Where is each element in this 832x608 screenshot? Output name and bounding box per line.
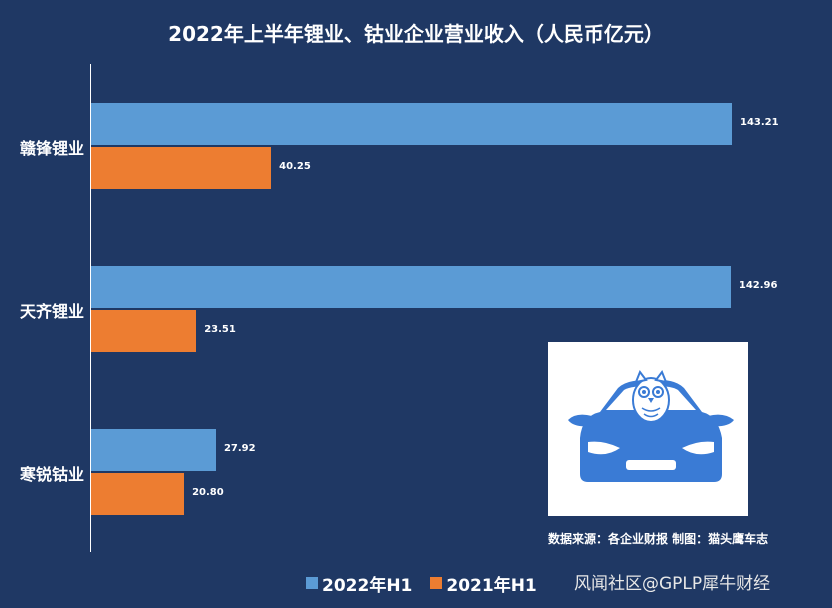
data-label: 20.80: [192, 487, 224, 498]
category-label: 寒锐钴业: [19, 465, 84, 484]
source-note: 数据来源：各企业财报 制图：猫头鹰车志: [548, 532, 769, 546]
data-label: 27.92: [223, 443, 256, 454]
legend-item-2022: 2022年H1: [306, 571, 412, 596]
legend-label-2022: 2022年H1: [322, 575, 413, 596]
legend-swatch-2021: [430, 577, 443, 589]
legend-label-2021: 2021年H1: [446, 575, 537, 596]
bar: [91, 147, 272, 189]
legend-swatch-2022: [306, 577, 318, 589]
data-label: 142.96: [738, 280, 778, 291]
y-axis-line: [90, 64, 91, 552]
logo-image: [548, 342, 748, 516]
data-label: 143.21: [739, 117, 779, 128]
category-label: 赣锋锂业: [19, 139, 84, 158]
owl-on-car-icon: [568, 369, 734, 482]
chart-title: 2022年上半年锂业、钴业企业营业收入（人民币亿元）: [168, 22, 664, 46]
legend: 2022年H1 2021年H1: [306, 571, 537, 596]
category-label: 天齐锂业: [19, 302, 84, 321]
data-label: 23.51: [204, 324, 236, 335]
bar: [91, 310, 197, 352]
bar: [91, 429, 216, 471]
legend-item-2021: 2021年H1: [430, 571, 537, 596]
data-label: 40.25: [279, 161, 311, 172]
bar: [91, 473, 185, 515]
watermark: 风闻社区@GPLP犀牛财经: [574, 574, 771, 594]
bar: [91, 266, 731, 308]
bar: [91, 103, 732, 145]
